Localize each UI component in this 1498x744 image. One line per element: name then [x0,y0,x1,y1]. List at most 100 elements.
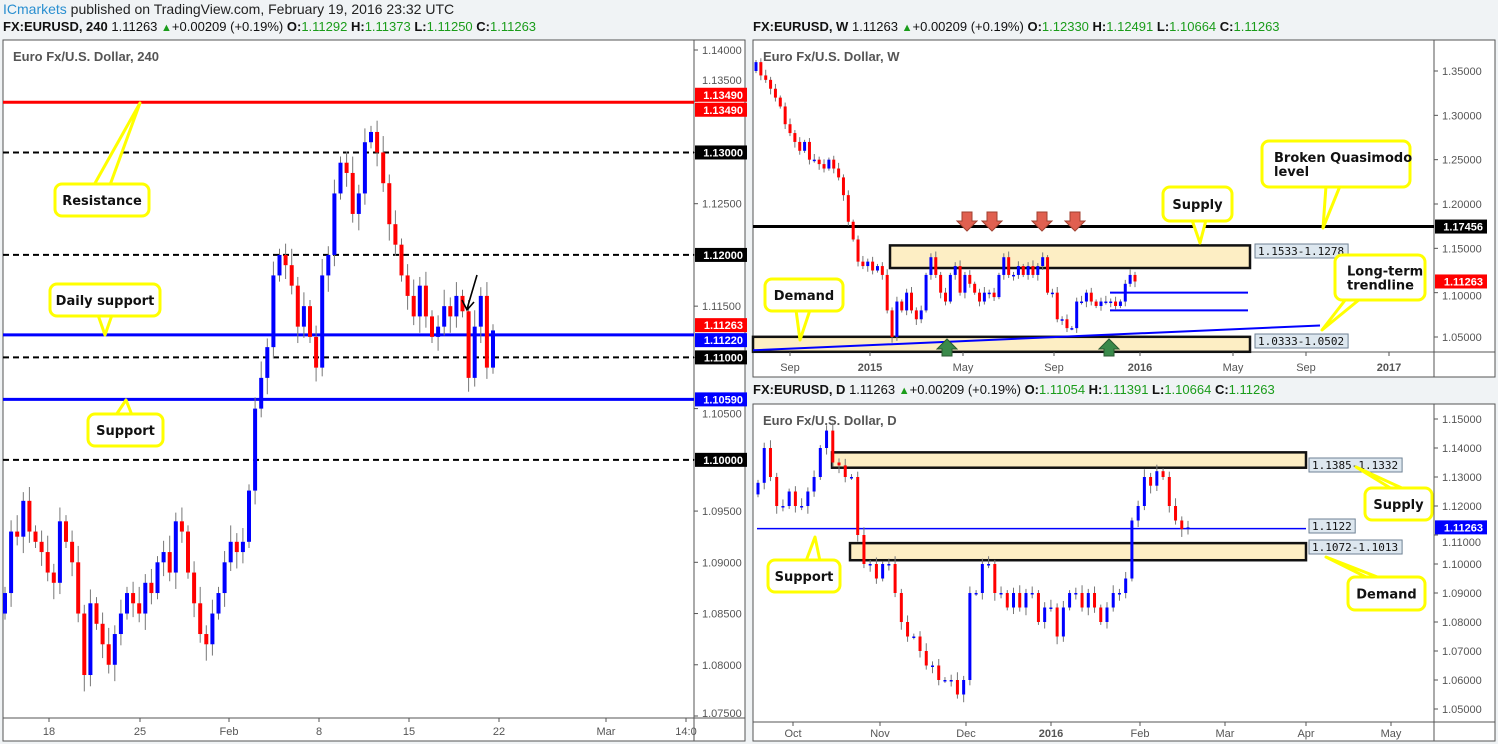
candle [759,62,763,76]
candle [1130,520,1134,579]
candle [1050,292,1054,295]
candle [909,292,913,311]
chart-pane-1[interactable] [752,39,1496,378]
candle [856,239,860,262]
candle [818,448,822,477]
candle [1036,266,1040,275]
candle [1030,593,1034,595]
x-tick-label: 15 [403,726,415,738]
candle [997,274,1001,298]
candle [781,506,785,508]
brand-link[interactable]: ICmarkets [3,1,67,17]
candle [851,221,855,240]
price-badge-text: 1.11000 [704,352,743,364]
candle [874,564,878,579]
last-price: 1.11263 [849,382,896,397]
candle [1036,593,1040,622]
last-price: 1.11263 [851,19,898,34]
x-tick-label: 2015 [858,362,882,374]
zone-label-text: 1.1533-1.1278 [1258,245,1344,258]
price-badge-text: 1.13000 [703,147,743,159]
candle [963,274,967,293]
candle [944,292,947,302]
candle [837,462,841,466]
zone-label [1308,539,1403,555]
candle [871,261,875,271]
candle [768,448,772,477]
candle [862,535,866,564]
candle [442,306,447,327]
trendline-note-label: Long-term [1347,265,1423,280]
level-label-text: 1.1122 [1312,520,1352,533]
high: 1.11373 [364,19,411,34]
candle [807,141,811,160]
candle [338,162,343,194]
candle [405,275,410,296]
price-badge [695,87,747,102]
zone-box [848,541,1308,562]
candle [1068,593,1072,608]
candle [1046,257,1050,293]
trendline [752,324,1321,352]
candle [1155,471,1159,486]
y-tick-label: 1.08000 [1442,617,1482,629]
candle [849,477,853,479]
daily-support-label: Daily support [56,294,155,309]
last-price-badge [1435,520,1487,535]
green-up-arrow-icon [935,338,959,357]
candle [82,613,87,676]
candle [192,572,197,604]
candle [173,521,178,573]
candle [253,408,258,491]
open: 1.11292 [301,19,348,34]
change: +0.00209 (+0.19%) [171,19,284,34]
candle [362,142,367,194]
y-tick-label: 1.12000 [1442,501,1482,513]
candle [992,292,996,298]
candle [131,593,136,604]
candle [880,266,884,275]
candle [375,131,380,153]
candle [1080,593,1084,608]
candle [1161,471,1165,477]
black-arrow-icon [461,274,478,312]
candle [9,531,14,594]
supply-weekly-callout [1161,185,1234,223]
candle [118,613,123,635]
candle [1031,266,1035,275]
candle [1167,477,1171,506]
daily-support-callout [48,282,162,318]
candle [1186,527,1190,530]
candle [1021,266,1025,275]
candle [968,593,972,680]
candle [1060,319,1064,321]
y-tick-label: 1.11500 [702,301,741,313]
candle [861,261,865,267]
x-tick-label: 14:0 [675,726,696,738]
x-tick-label: 18 [43,726,55,738]
candle [51,572,56,583]
chart-title: Euro Fx/U.S. Dollar, W [763,49,900,64]
candle [993,564,997,593]
candle [868,564,872,566]
candle [924,274,928,311]
y-tick-label: 1.15000 [1442,414,1482,426]
candle [953,266,957,275]
x-tick-label: Mar [1216,728,1235,740]
candle [1149,477,1153,486]
candle [411,295,416,317]
high: 1.11391 [1102,382,1149,397]
candle [798,141,802,151]
y-tick-label: 1.12500 [702,199,742,211]
candle [890,310,894,337]
chart-pane-0[interactable] [2,39,746,742]
zone-label [1308,457,1403,473]
candle [399,244,404,276]
price-badge [695,452,747,467]
candle [899,593,903,622]
candle [1074,593,1078,595]
candle [930,665,934,667]
candle [1084,292,1088,302]
candle [234,541,239,553]
